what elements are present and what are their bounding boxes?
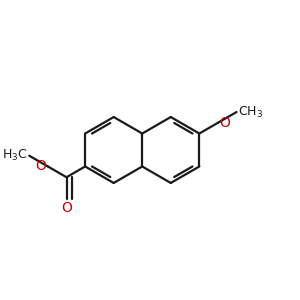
Text: O: O (61, 201, 72, 215)
Text: H$_3$C: H$_3$C (2, 148, 28, 163)
Text: O: O (36, 159, 46, 172)
Text: CH$_3$: CH$_3$ (238, 104, 263, 120)
Text: O: O (219, 116, 230, 130)
